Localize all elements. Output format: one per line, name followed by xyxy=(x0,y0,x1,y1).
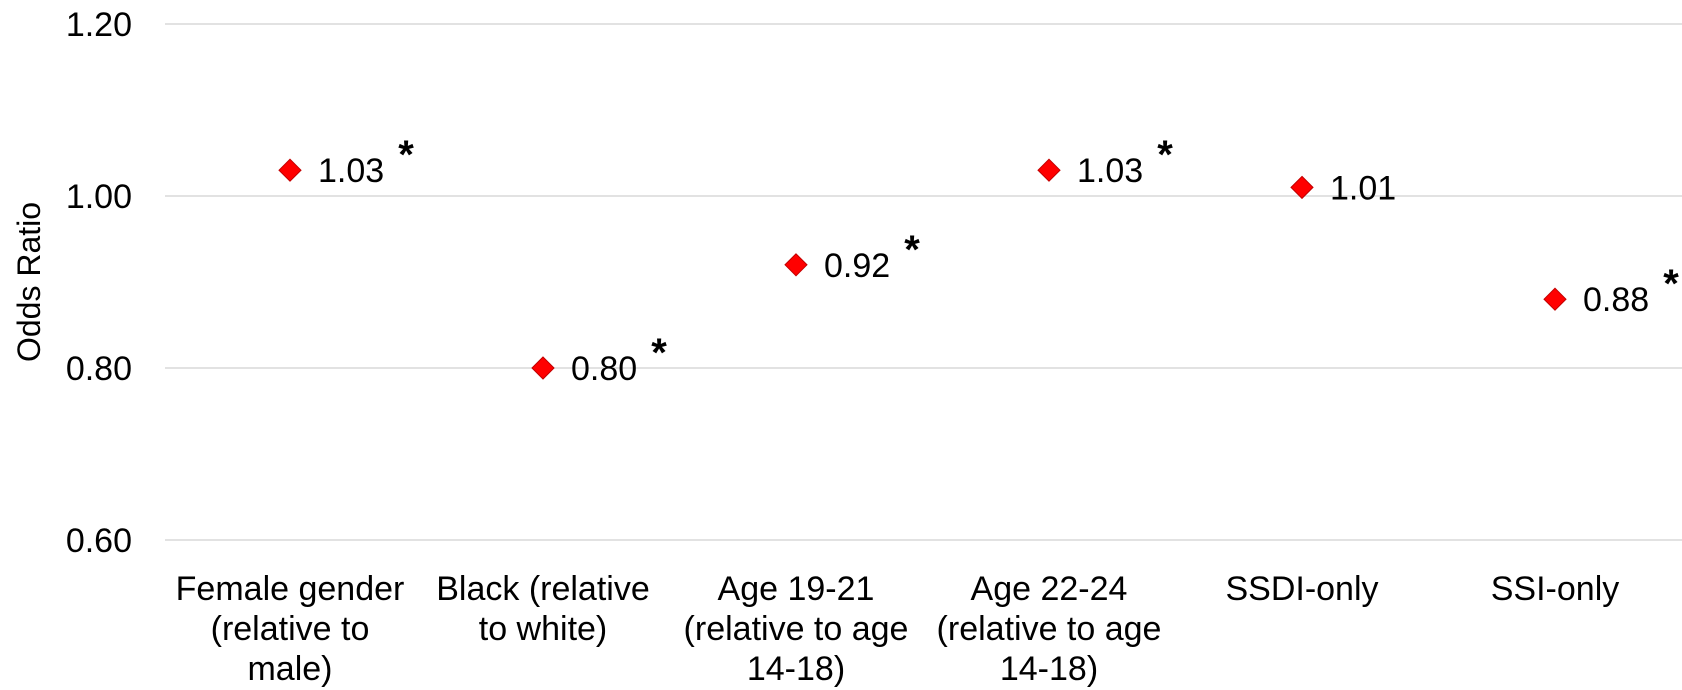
data-point-marker xyxy=(1037,158,1061,182)
category-label-line: Age 22-24 xyxy=(971,570,1128,608)
x-axis-categories: Female gender (relative to male) Black (rel… xyxy=(176,570,1620,688)
category-label-line: Female gender xyxy=(176,570,405,608)
category-label-line: (relative to xyxy=(211,610,370,648)
significance-star: * xyxy=(1663,262,1679,306)
data-point-marker xyxy=(784,253,808,277)
data-point-marker xyxy=(531,356,555,380)
y-axis-ticks: 0.60 0.80 1.00 1.20 xyxy=(66,6,132,560)
category-label-line: SSDI-only xyxy=(1225,570,1378,608)
data-label: 1.03 xyxy=(318,152,384,190)
category-label-line: SSI-only xyxy=(1491,570,1620,608)
category-label-line: 14-18) xyxy=(747,650,845,688)
significance-star: * xyxy=(398,133,414,177)
significance-star: * xyxy=(904,228,920,272)
data-label: 0.80 xyxy=(571,350,637,388)
category-label-line: to white) xyxy=(479,610,608,648)
category-label-line: Age 19-21 xyxy=(718,570,875,608)
data-label: 1.01 xyxy=(1330,169,1396,207)
category-label-line: 14-18) xyxy=(1000,650,1098,688)
data-point-marker xyxy=(1290,175,1314,200)
category-label: SSI-only xyxy=(1491,570,1620,608)
category-label-line: (relative to age xyxy=(684,610,909,648)
category-label-line: Black (relative xyxy=(436,570,650,608)
data-points: 1.03 * 0.80 * 0.92 * 1.03 * 1.01 0.88 * xyxy=(278,133,1679,388)
significance-star: * xyxy=(651,331,667,375)
category-label-line: male) xyxy=(247,650,332,688)
y-tick-label: 1.20 xyxy=(66,6,132,44)
category-label: Female gender (relative to male) xyxy=(176,570,405,688)
category-label-line: (relative to age xyxy=(937,610,1162,648)
data-label: 0.88 xyxy=(1583,281,1649,319)
y-tick-label: 0.80 xyxy=(66,350,132,388)
y-tick-label: 0.60 xyxy=(66,522,132,560)
data-label: 0.92 xyxy=(824,247,890,285)
category-label: Age 19-21 (relative to age 14-18) xyxy=(684,570,909,688)
category-label: Age 22-24 (relative to age 14-18) xyxy=(937,570,1162,688)
y-axis-label: Odds Ratio xyxy=(11,202,47,362)
significance-star: * xyxy=(1157,133,1173,177)
y-tick-label: 1.00 xyxy=(66,178,132,216)
gridlines xyxy=(165,23,1682,541)
category-label: SSDI-only xyxy=(1225,570,1378,608)
data-label: 1.03 xyxy=(1077,152,1143,190)
data-point-marker xyxy=(1543,287,1567,311)
category-label: Black (relative to white) xyxy=(436,570,650,648)
data-point-marker xyxy=(278,158,302,182)
